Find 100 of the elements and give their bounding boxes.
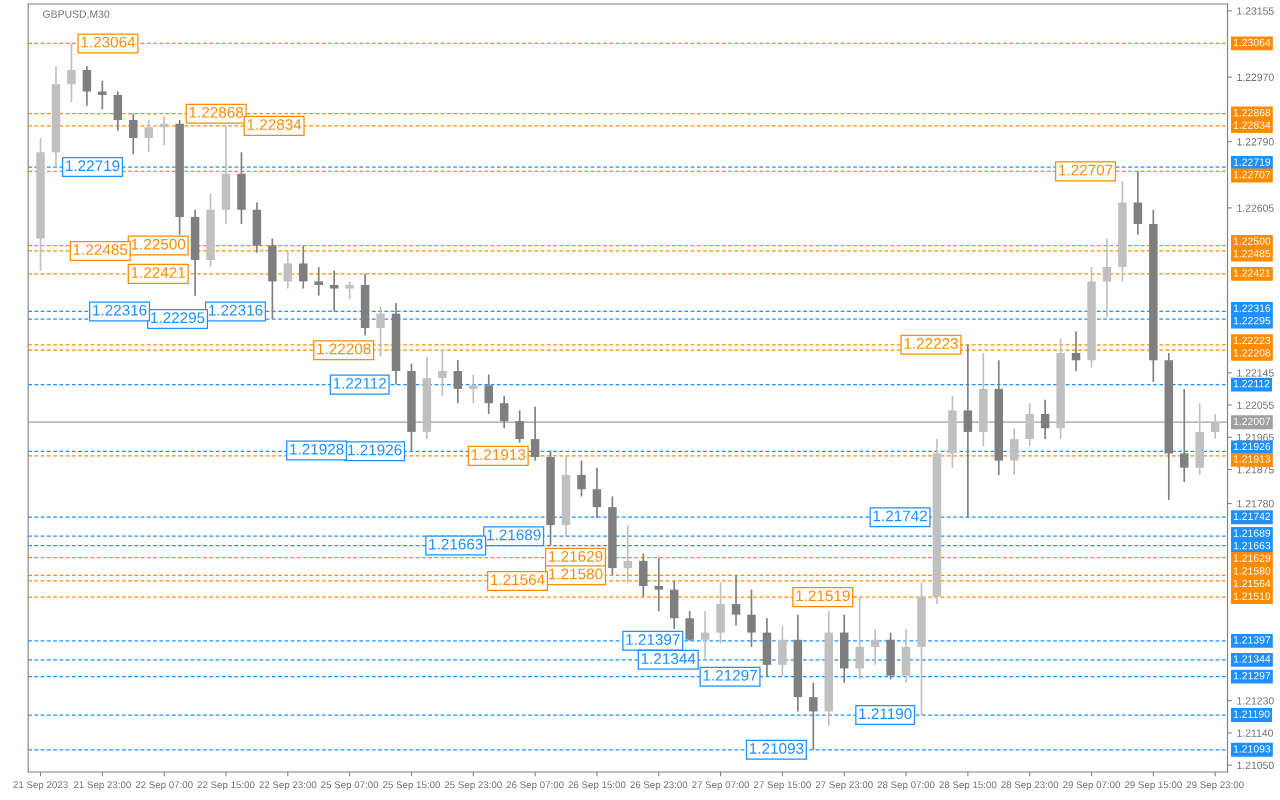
candlestick xyxy=(329,269,339,313)
candlestick xyxy=(484,373,493,415)
ref-line-label: 1.21926 xyxy=(348,444,402,456)
text: 1.21689 xyxy=(1233,529,1271,537)
ref-line-label: 1.21344 xyxy=(641,653,696,664)
x-tick-label: 26 Sep 15:00 xyxy=(568,781,626,791)
ref-line-label: 1.22316 xyxy=(209,304,263,316)
candlestick xyxy=(654,556,663,612)
candlestick xyxy=(1102,237,1112,319)
candlestick xyxy=(530,405,540,462)
text: GBPUSD,M30 xyxy=(43,10,110,20)
y-tick-label: 1.22605 xyxy=(1237,204,1274,212)
text: 1.21190 xyxy=(1233,710,1270,718)
ref-line-label: 1.21629 xyxy=(549,550,603,562)
ref-line-label: 1.21519 xyxy=(796,590,850,602)
x-tick-label: 22 Sep 23:00 xyxy=(259,781,317,791)
ref-line-label: 1.21742 xyxy=(873,510,927,522)
candlestick xyxy=(98,79,107,111)
text: 1.22707 xyxy=(1233,170,1271,179)
y-tick-label: 1.21875 xyxy=(1237,466,1274,474)
candlestick xyxy=(731,574,741,627)
x-tick-label: 21 Sep 2023 xyxy=(13,781,68,791)
candlestick xyxy=(144,119,153,154)
y-tick-label: 1.22145 xyxy=(1237,369,1274,377)
candlestick xyxy=(499,395,509,430)
candlestick xyxy=(129,112,138,155)
ref-line-label: 1.22295 xyxy=(151,312,205,324)
y-tick-label: 1.21965 xyxy=(1237,433,1274,442)
candlestick xyxy=(855,596,864,681)
text: 1.21580 xyxy=(1233,567,1271,575)
candlestick xyxy=(82,65,92,107)
text: 1.21093 xyxy=(1233,745,1271,753)
text: 1.22719 xyxy=(1233,158,1271,166)
candlestick xyxy=(592,466,602,519)
candlestick xyxy=(685,610,694,642)
ref-line-label: 1.22500 xyxy=(131,238,186,250)
candlestick xyxy=(809,681,818,751)
x-tick-label: 28 Sep 23:00 xyxy=(1001,781,1059,791)
candlestick xyxy=(299,244,308,290)
x-tick-label: 29 Sep 23:00 xyxy=(1186,781,1244,791)
ref-line-label: 1.23064 xyxy=(81,36,136,48)
ref-line-label: 1.22112 xyxy=(333,377,386,389)
ref-line-label: 1.21397 xyxy=(626,634,680,645)
ref-line-label: 1.22707 xyxy=(1059,164,1113,176)
ref-line-label: 1.22208 xyxy=(317,343,371,355)
ref-line-label: 1.21580 xyxy=(549,568,603,580)
x-tick-label: 27 Sep 07:00 xyxy=(692,781,750,791)
candlestick xyxy=(1210,413,1220,440)
text: 1.21397 xyxy=(1233,636,1271,644)
annotation: 1.22316 xyxy=(93,304,147,316)
text: 1.22834 xyxy=(1233,121,1271,129)
text: 1.22485 xyxy=(1233,249,1271,258)
ref-line-label: 1.21093 xyxy=(749,743,804,754)
x-tick-label: 25 Sep 07:00 xyxy=(321,781,379,791)
candlestick xyxy=(1179,388,1189,483)
text: 1.22316 xyxy=(1233,304,1271,312)
candlestick xyxy=(747,588,756,648)
text: 1.21913 xyxy=(1233,455,1271,463)
candlestick xyxy=(453,359,463,405)
ref-line-label: 1.22834 xyxy=(247,119,302,130)
ref-line-label: 1.22719 xyxy=(66,160,120,172)
ref-line-label: 1.21689 xyxy=(487,529,541,541)
candlestick xyxy=(870,628,880,666)
x-tick-label: 28 Sep 07:00 xyxy=(877,781,935,791)
x-tick-label: 22 Sep 15:00 xyxy=(197,781,255,791)
text: 1.21742 xyxy=(1233,512,1271,520)
x-tick-label: 25 Sep 15:00 xyxy=(383,781,440,791)
ref-line-label: 1.22007 xyxy=(1233,417,1271,426)
x-tick-label: 29 Sep 15:00 xyxy=(1124,781,1182,791)
x-tick-label: 21 Sep 23:00 xyxy=(73,781,131,791)
y-tick-label: 1.21140 xyxy=(1237,729,1274,737)
x-tick-label: 22 Sep 07:00 xyxy=(135,781,193,791)
x-tick-label: 26 Sep 07:00 xyxy=(506,781,564,791)
text: 1.21663 xyxy=(1233,541,1271,550)
text: 1.22500 xyxy=(1233,237,1271,245)
y-tick-label: 1.21780 xyxy=(1237,500,1274,508)
candlestick xyxy=(314,266,323,297)
text: 1.23064 xyxy=(1233,38,1271,47)
text: 1.22295 xyxy=(1233,316,1271,325)
candlestick xyxy=(1009,427,1019,476)
text: 1.22421 xyxy=(1233,269,1271,277)
candlestick xyxy=(283,250,293,290)
ref-line-label: 1.22223 xyxy=(904,338,958,349)
candlestick xyxy=(515,409,524,444)
candlestick xyxy=(438,349,447,397)
x-tick-label: 26 Sep 23:00 xyxy=(630,781,688,791)
candlestick xyxy=(1071,330,1081,372)
text: 1.22208 xyxy=(1233,349,1271,357)
x-tick-label: 29 Sep 07:00 xyxy=(1063,781,1121,791)
x-tick-label: 27 Sep 23:00 xyxy=(815,781,873,791)
ref-line-label: 1.21913 xyxy=(471,449,526,461)
candlestick xyxy=(469,373,478,405)
ref-line-label: 1.21297 xyxy=(703,669,757,681)
text: 1.22112 xyxy=(1233,380,1270,388)
text: 1.21344 xyxy=(1233,655,1271,663)
candlestick xyxy=(376,305,385,358)
text: 1.22868 xyxy=(1233,108,1271,117)
x-tick-label: 28 Sep 15:00 xyxy=(939,781,997,791)
candlestick xyxy=(963,343,973,519)
candlestick xyxy=(623,524,633,584)
